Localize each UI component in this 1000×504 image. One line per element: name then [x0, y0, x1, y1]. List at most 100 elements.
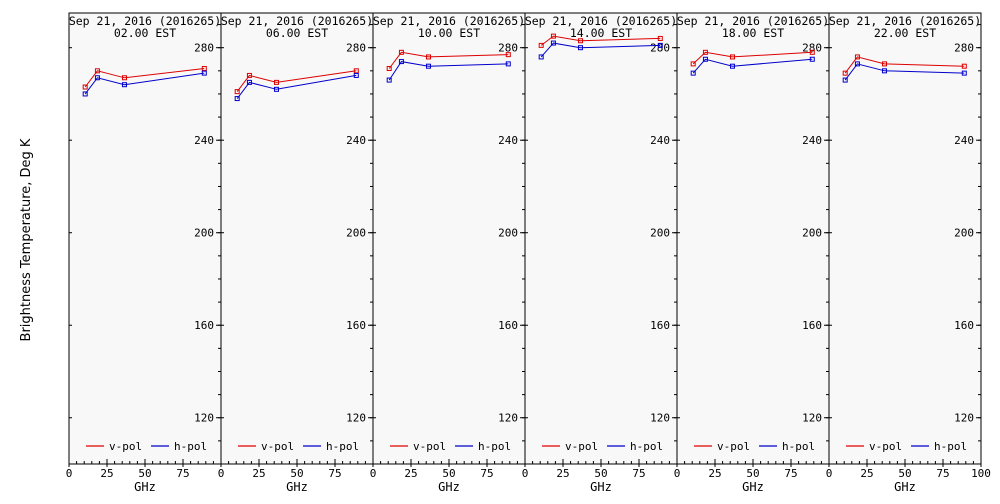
series-line-h-pol	[388, 61, 509, 81]
series-line-v-pol	[844, 56, 965, 74]
data-point-v-pol	[82, 84, 88, 90]
data-point-v-pol	[657, 35, 663, 41]
data-point-h-pol	[538, 54, 544, 60]
x-tick-label: 25	[252, 467, 265, 480]
x-tick-label: 0	[826, 467, 833, 480]
panel-title: Sep 21, 2016 (2016265)	[677, 14, 829, 28]
x-tick-label: 50	[290, 467, 303, 480]
data-point-v-pol	[854, 54, 860, 60]
y-tick-label: 240	[498, 134, 518, 147]
data-point-h-pol	[398, 59, 404, 65]
y-tick-label: 160	[650, 319, 670, 332]
y-tick-label: 200	[954, 227, 974, 240]
data-point-v-pol	[577, 38, 583, 44]
y-tick-label: 160	[346, 319, 366, 332]
x-tick-label: 50	[594, 467, 607, 480]
x-tick-label: 50	[746, 467, 759, 480]
panel-title: Sep 21, 2016 (2016265)	[829, 14, 981, 28]
y-tick-label: 240	[802, 134, 822, 147]
data-point-h-pol	[842, 77, 848, 83]
data-point-v-pol	[729, 54, 735, 60]
panel-title: Sep 21, 2016 (2016265)	[221, 14, 373, 28]
panel-frame	[828, 12, 982, 465]
data-point-h-pol	[702, 56, 708, 62]
y-tick-label: 160	[498, 319, 518, 332]
panel-title: Sep 21, 2016 (2016265)	[69, 14, 221, 28]
x-tick-label: 50	[138, 467, 151, 480]
data-point-v-pol	[538, 42, 544, 48]
x-tick-label: 50	[898, 467, 911, 480]
panel-frame	[220, 12, 374, 465]
panel-subtitle: 02.00 EST	[114, 26, 176, 40]
y-tick-label: 280	[650, 42, 670, 55]
data-point-v-pol	[550, 33, 556, 39]
data-point-v-pol	[353, 68, 359, 74]
data-point-h-pol	[881, 68, 887, 74]
panel-frame	[372, 12, 526, 465]
y-tick-label: 160	[802, 319, 822, 332]
panel-subtitle: 06.00 EST	[266, 26, 328, 40]
x-tick-label: 0	[522, 467, 529, 480]
legend-label-h-pol: h-pol	[326, 440, 359, 453]
y-tick-label: 200	[802, 227, 822, 240]
legend-label-v-pol: v-pol	[109, 440, 142, 453]
data-point-h-pol	[657, 42, 663, 48]
x-tick-label: 25	[860, 467, 873, 480]
x-tick-label: 0	[370, 467, 377, 480]
data-point-h-pol	[690, 70, 696, 76]
data-point-h-pol	[961, 70, 967, 76]
data-point-v-pol	[246, 72, 252, 78]
x-axis-label: GHz	[894, 480, 916, 494]
y-tick-label: 280	[346, 42, 366, 55]
data-point-v-pol	[702, 49, 708, 55]
data-point-h-pol	[121, 82, 127, 88]
series-line-h-pol	[540, 42, 661, 58]
data-point-h-pol	[854, 61, 860, 67]
x-tick-label: 0	[674, 467, 681, 480]
data-point-v-pol	[425, 54, 431, 60]
data-point-v-pol	[961, 63, 967, 69]
x-axis-label: GHz	[438, 480, 460, 494]
data-point-v-pol	[273, 79, 279, 85]
data-point-v-pol	[121, 75, 127, 81]
series-line-v-pol	[84, 68, 205, 88]
legend-label-v-pol: v-pol	[413, 440, 446, 453]
data-point-v-pol	[690, 61, 696, 67]
data-point-h-pol	[425, 63, 431, 69]
data-point-v-pol	[398, 49, 404, 55]
x-axis-label: GHz	[134, 480, 156, 494]
x-tick-label: 75	[176, 467, 189, 480]
x-tick-label: 0	[218, 467, 225, 480]
x-tick-label: 100	[971, 467, 991, 480]
data-point-h-pol	[386, 77, 392, 83]
legend-label-h-pol: h-pol	[782, 440, 815, 453]
data-point-v-pol	[386, 66, 392, 72]
panel-title: Sep 21, 2016 (2016265)	[373, 14, 525, 28]
series-line-v-pol	[540, 35, 661, 46]
data-point-v-pol	[505, 52, 511, 58]
series-line-h-pol	[84, 72, 205, 95]
series-line-h-pol	[844, 63, 965, 81]
y-tick-label: 200	[498, 227, 518, 240]
panel-subtitle: 14.00 EST	[570, 26, 632, 40]
data-point-v-pol	[809, 49, 815, 55]
data-point-v-pol	[881, 61, 887, 67]
data-point-h-pol	[234, 96, 240, 102]
data-point-h-pol	[809, 56, 815, 62]
y-tick-label: 120	[650, 412, 670, 425]
legend-label-v-pol: v-pol	[565, 440, 598, 453]
series-line-v-pol	[388, 51, 509, 69]
x-tick-label: 75	[936, 467, 949, 480]
series-line-h-pol	[236, 74, 357, 99]
legend-label-h-pol: h-pol	[174, 440, 207, 453]
data-point-h-pol	[94, 75, 100, 81]
data-point-h-pol	[273, 86, 279, 92]
x-axis-label: GHz	[590, 480, 612, 494]
y-tick-label: 120	[346, 412, 366, 425]
panel-subtitle: 18.00 EST	[722, 26, 784, 40]
y-tick-label: 240	[346, 134, 366, 147]
x-tick-label: 25	[708, 467, 721, 480]
x-tick-label: 75	[328, 467, 341, 480]
y-tick-label: 120	[954, 412, 974, 425]
data-point-h-pol	[353, 72, 359, 78]
